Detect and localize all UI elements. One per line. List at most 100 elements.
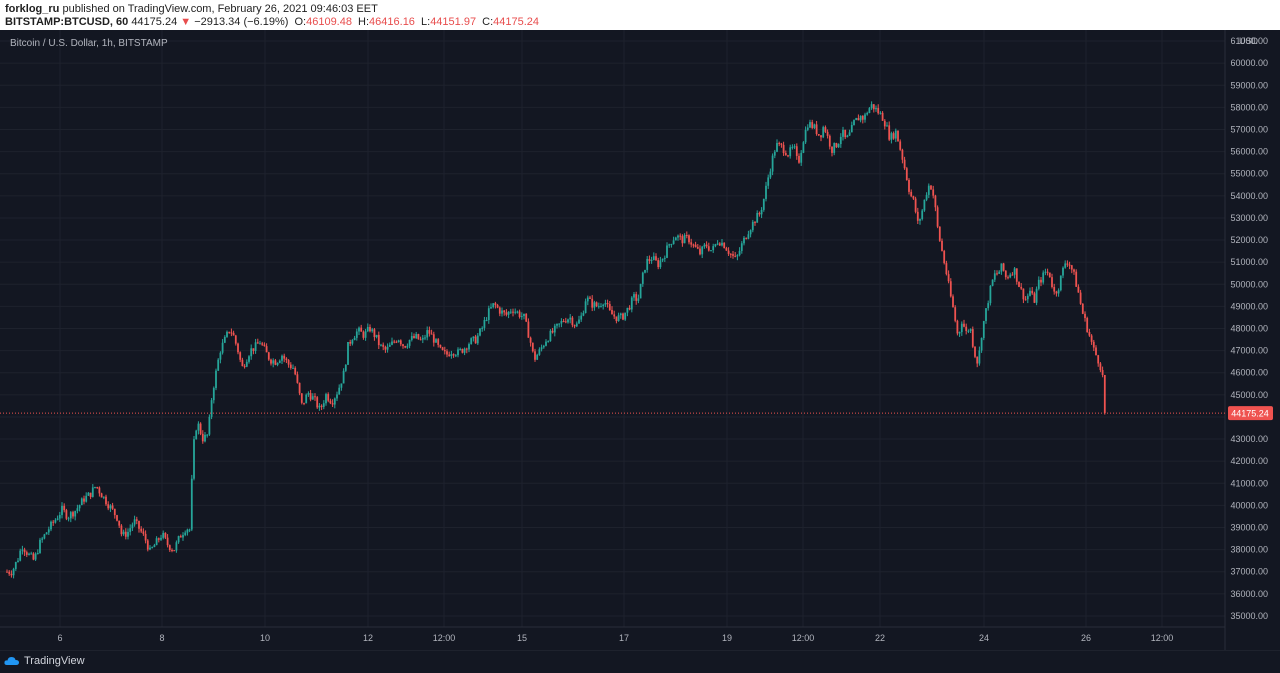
- candle-up: [371, 327, 374, 333]
- candle-body: [1053, 287, 1056, 292]
- candle-up: [756, 210, 759, 223]
- chart-title: Bitcoin / U.S. Dollar, 1h, BITSTAMP: [10, 38, 168, 49]
- candle-body: [582, 313, 585, 316]
- candle-body: [677, 235, 679, 238]
- candle-body: [833, 143, 836, 153]
- candle-down: [910, 189, 913, 198]
- candle-down: [116, 514, 118, 522]
- candle-body: [762, 198, 765, 210]
- candle-down: [135, 516, 138, 525]
- candle-body: [274, 360, 277, 365]
- price-tick-label: 39000.00: [1230, 523, 1268, 533]
- candle-up: [701, 245, 704, 259]
- candle-down: [327, 392, 330, 403]
- candle-body: [540, 347, 543, 350]
- price-tick-label: 37000.00: [1230, 567, 1268, 577]
- candle-up: [721, 238, 723, 247]
- candle-down: [140, 526, 143, 534]
- candle-body: [701, 246, 704, 255]
- candle-body: [1084, 313, 1086, 319]
- candle-up: [281, 354, 283, 364]
- candle-up: [960, 321, 963, 336]
- candle-up: [454, 353, 457, 358]
- publisher-name[interactable]: forklog_ru: [5, 3, 60, 15]
- tradingview-logo[interactable]: TradingView: [4, 655, 85, 667]
- candle-up: [833, 142, 836, 156]
- candle-down: [300, 393, 303, 405]
- candle-down: [285, 357, 288, 364]
- candle-body: [903, 159, 906, 169]
- symbol-label: BITSTAMP:BTCUSD, 60: [5, 16, 129, 28]
- candle-body: [560, 321, 563, 324]
- candle-body: [1029, 290, 1031, 296]
- candle-body: [921, 210, 924, 220]
- candle-down: [1099, 361, 1102, 373]
- price-axis[interactable]: 35000.00 36000.00 37000.00 38000.00 39000.00…: [1230, 36, 1268, 621]
- candle-down: [1070, 264, 1073, 274]
- candle-body: [34, 553, 37, 560]
- candle-up: [41, 536, 44, 543]
- candle-down: [877, 104, 880, 115]
- candle-up: [813, 123, 816, 130]
- candle-body: [666, 245, 668, 258]
- candle-down: [912, 195, 915, 200]
- published-text: published on TradingView.com, February 2…: [62, 3, 378, 15]
- candle-body: [536, 354, 539, 360]
- candle-body: [131, 524, 134, 529]
- candle-body: [296, 374, 299, 383]
- candle-up: [61, 502, 63, 519]
- candle-body: [723, 242, 726, 249]
- candle-down: [23, 547, 26, 557]
- candle-body: [10, 573, 13, 576]
- candle-up: [839, 133, 842, 148]
- candle-down: [707, 242, 710, 252]
- candle-up: [501, 307, 503, 317]
- candle-body: [1046, 271, 1049, 273]
- candle-body: [747, 234, 750, 239]
- candle-body: [314, 396, 316, 398]
- candle-up: [358, 326, 360, 336]
- candle-up: [822, 125, 825, 139]
- candle-body: [745, 237, 748, 239]
- candle-up: [80, 497, 83, 506]
- candle-body: [6, 571, 8, 573]
- candle-up: [646, 256, 649, 273]
- chart-area[interactable]: Bitcoin / U.S. Dollar, 1h, BITSTAMP USD …: [0, 30, 1280, 650]
- candle-up: [666, 242, 668, 259]
- publish-info: forklog_ru published on TradingView.com,…: [5, 3, 378, 15]
- candle-body: [780, 143, 783, 145]
- candle-body: [760, 209, 763, 215]
- candle-body: [146, 540, 149, 550]
- candle-body: [980, 338, 983, 351]
- candle-up: [767, 174, 770, 189]
- candle-down: [976, 356, 979, 368]
- candle-up: [804, 126, 807, 144]
- candle-down: [32, 552, 35, 561]
- candle-up: [19, 548, 22, 562]
- candle-down: [320, 404, 323, 411]
- candle-down: [173, 550, 176, 552]
- candle-body: [520, 316, 523, 318]
- candle-down: [529, 336, 532, 347]
- candle-up: [131, 522, 134, 532]
- candle-down: [120, 524, 123, 537]
- open-label: O:: [294, 16, 307, 28]
- candle-body: [815, 124, 818, 135]
- candle-body: [593, 302, 596, 308]
- candle-body: [600, 306, 602, 308]
- candle-down: [606, 299, 609, 308]
- candle-up: [366, 323, 369, 333]
- candle-down: [382, 342, 385, 351]
- candle-down: [1068, 261, 1071, 270]
- candle-body: [1026, 295, 1029, 300]
- candle-body: [569, 317, 572, 320]
- candle-body: [947, 274, 950, 282]
- time-axis[interactable]: 6 8 10 12 12:00 15 17 19 12:00 22 24 26 12:00: [57, 633, 1173, 643]
- candle-body: [529, 337, 532, 343]
- candle-down: [778, 141, 781, 147]
- price-chart[interactable]: Bitcoin / U.S. Dollar, 1h, BITSTAMP USD …: [0, 30, 1280, 650]
- candle-down: [780, 142, 783, 148]
- candle-up: [375, 334, 378, 339]
- candle-down: [432, 331, 435, 347]
- candle-up: [809, 119, 811, 129]
